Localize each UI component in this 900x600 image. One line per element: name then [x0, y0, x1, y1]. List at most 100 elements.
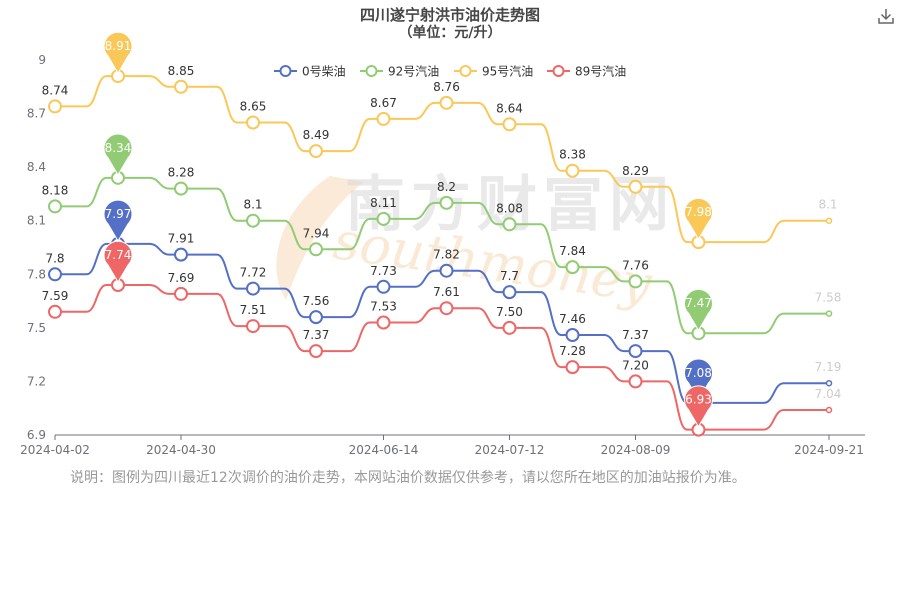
- data-label: 7.56: [303, 294, 330, 308]
- data-label: 8.49: [303, 128, 330, 142]
- data-point: [309, 144, 323, 159]
- data-point: [174, 181, 188, 196]
- data-label: 7.7: [500, 269, 519, 283]
- data-label: 7.94: [303, 226, 330, 240]
- x-tick-label: 2024-07-12: [475, 443, 545, 457]
- data-point: [48, 199, 62, 214]
- markpoint-pin: [684, 358, 713, 401]
- markpoint-label: 7.97: [105, 207, 132, 221]
- x-tick-label: 2024-04-02: [20, 443, 90, 457]
- x-tick-label: 2024-09-21: [794, 443, 864, 457]
- data-point: [628, 374, 643, 389]
- data-label: 7.59: [42, 289, 69, 303]
- markpoint-label: 8.34: [105, 141, 132, 155]
- markpoint-label: 8.91: [105, 39, 132, 53]
- data-point: [174, 286, 188, 301]
- y-tick-label: 8.7: [27, 107, 46, 121]
- markpoint-label: 7.74: [105, 248, 132, 262]
- markpoint-pins: 7.97 7.08 8.34 7.47 8.91 7.98 7.74 6.93: [103, 31, 713, 428]
- y-tick-label: 7.5: [27, 321, 46, 335]
- legend-swatch-marker: [552, 65, 565, 77]
- markpoint-label: 7.98: [685, 205, 712, 219]
- y-tick-label: 9: [38, 53, 46, 67]
- data-label: 8.67: [370, 96, 397, 110]
- data-labels: 7.8 7.91 7.72 7.56 7.73 7.82 7.7 7.46 7.37 7.19 8.…: [42, 64, 842, 401]
- data-label: 8.76: [433, 80, 460, 94]
- data-label: 8.85: [168, 64, 195, 78]
- data-point: [376, 211, 391, 226]
- chart-subtitle: （单位：元/升）: [398, 24, 501, 41]
- legend-swatch-marker: [279, 65, 292, 77]
- data-label: 8.64: [496, 101, 523, 115]
- data-label: 8.08: [496, 201, 523, 215]
- data-point: [502, 117, 517, 132]
- data-label: 7.61: [433, 285, 460, 299]
- data-label: 7.69: [168, 271, 195, 285]
- data-point: [502, 217, 517, 232]
- markpoint-pin: [103, 199, 133, 242]
- data-label: 7.8: [45, 251, 64, 265]
- data-point: [174, 247, 188, 262]
- y-tick-label: 6.9: [27, 428, 46, 442]
- data-point: [246, 319, 260, 334]
- markpoint-pin: [684, 385, 713, 428]
- data-point: [565, 360, 580, 375]
- data-label: 7.46: [559, 312, 586, 326]
- data-label: 8.74: [42, 83, 69, 97]
- data-label: 7.76: [622, 258, 649, 272]
- data-point: [246, 213, 260, 228]
- data-label: 7.37: [303, 328, 330, 342]
- data-point: [174, 79, 188, 94]
- data-point: [565, 163, 580, 178]
- data-point: [376, 111, 391, 126]
- data-point: [628, 274, 643, 289]
- data-point: [825, 406, 833, 414]
- legend-label: 89号汽油: [575, 64, 626, 79]
- download-icon-glyph: [878, 9, 894, 24]
- data-label: 8.1: [818, 198, 837, 212]
- data-point: [246, 115, 260, 130]
- data-point: [628, 344, 643, 359]
- data-point: [48, 99, 62, 114]
- data-label: 7.28: [559, 344, 586, 358]
- data-point: [825, 310, 833, 317]
- chart-title: 四川遂宁射洪市油价走势图: [360, 6, 540, 24]
- data-point: [825, 217, 833, 224]
- data-label: 8.28: [168, 166, 195, 180]
- data-label: 7.91: [168, 232, 195, 246]
- markpoint-pin: [103, 31, 133, 75]
- data-label: 8.29: [622, 164, 649, 178]
- legend-label: 95号汽油: [482, 64, 533, 79]
- data-label: 7.20: [622, 358, 649, 372]
- data-label: 7.53: [370, 300, 397, 314]
- markpoint-pin: [684, 197, 713, 241]
- y-tick-label: 8.1: [27, 214, 46, 228]
- data-point: [376, 279, 391, 294]
- y-tick-label: 8.4: [27, 160, 46, 174]
- data-label: 7.72: [240, 266, 267, 280]
- y-tick-label: 7.2: [27, 374, 46, 388]
- y-tick-label: 7.8: [27, 267, 46, 281]
- data-label: 7.84: [559, 244, 586, 258]
- data-point: [48, 267, 62, 282]
- data-point: [565, 328, 580, 342]
- data-point: [825, 379, 833, 387]
- data-point: [439, 195, 454, 210]
- markpoint-label: 6.93: [685, 393, 712, 407]
- legend: 0号柴油 92号汽油 95号汽油 89号汽油: [274, 64, 626, 79]
- download-icon[interactable]: [876, 6, 896, 26]
- markpoint-label: 7.08: [685, 366, 712, 380]
- data-point: [628, 179, 643, 194]
- watermark: 南方财富网 southmoney: [276, 170, 669, 315]
- data-label: 7.04: [815, 387, 842, 401]
- axes: 6.9 7.2 7.5 7.8 8.1 8.4 8.7 9 2024-04-02 2024-04-…: [20, 53, 865, 457]
- data-point: [565, 260, 580, 275]
- series-line: [55, 242, 829, 404]
- markpoint-label: 7.47: [685, 296, 712, 310]
- series-line: [54, 284, 829, 431]
- series-line: [54, 176, 829, 335]
- series-layer: [48, 69, 833, 437]
- x-tick-label: 2024-08-09: [601, 443, 671, 457]
- data-label: 8.65: [240, 100, 267, 114]
- data-point: [309, 242, 323, 257]
